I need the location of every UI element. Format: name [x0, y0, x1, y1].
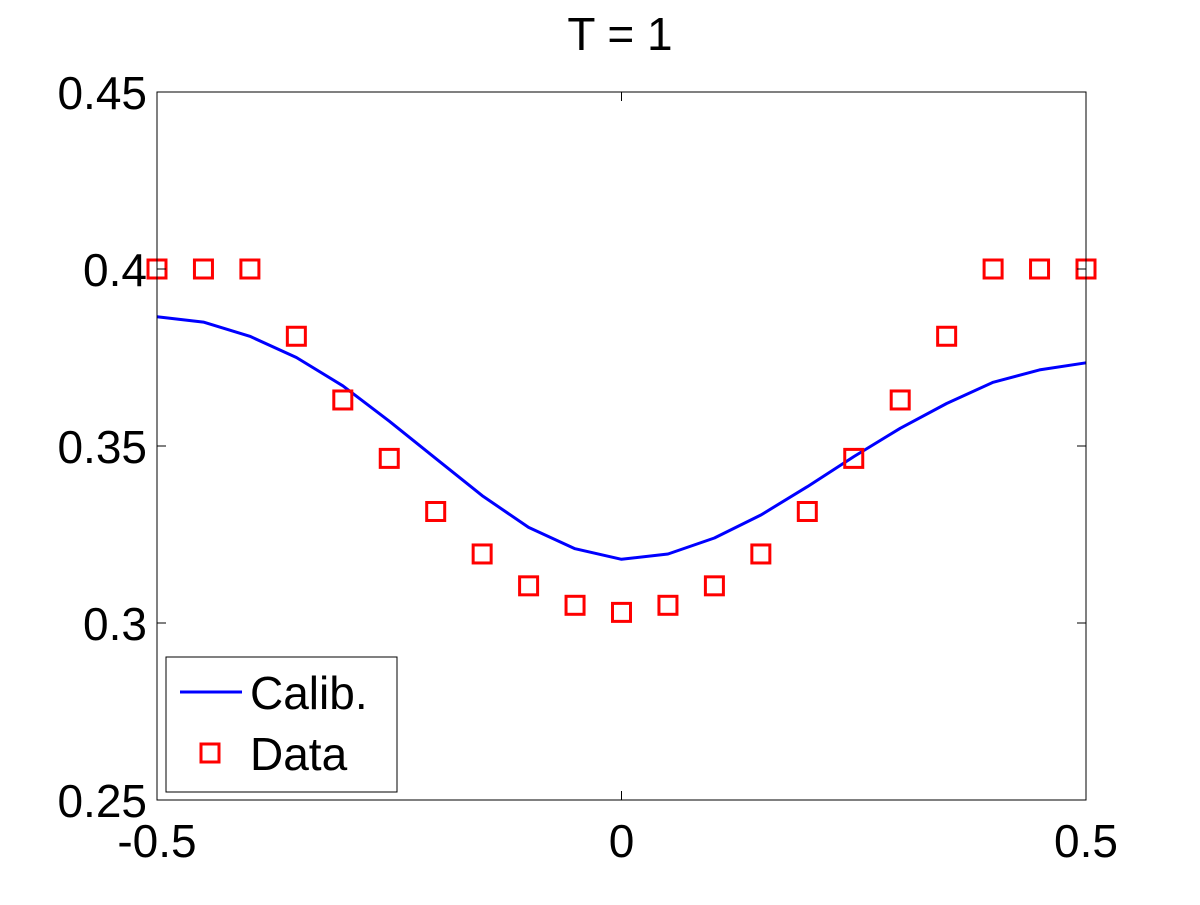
data-point-marker — [518, 575, 540, 597]
series-layer — [146, 258, 1097, 623]
data-point-marker — [796, 500, 818, 522]
data-point-marker — [657, 594, 679, 616]
legend-marker-swatch — [199, 742, 221, 764]
chart-title: T = 1 — [567, 8, 672, 60]
data-point-marker — [936, 325, 958, 347]
data-point-marker — [750, 543, 772, 565]
data-point-marker — [192, 258, 214, 280]
data-point-marker — [889, 389, 911, 411]
y-tick-label: 0.3 — [83, 598, 147, 650]
data-point-marker — [285, 325, 307, 347]
y-tick-label: 0.4 — [83, 244, 147, 296]
data-point-marker — [378, 447, 400, 469]
x-tick-label: 0 — [609, 815, 635, 867]
legend-label: Calib. — [250, 667, 368, 719]
legend-box — [165, 656, 398, 793]
data-point-marker — [1029, 258, 1051, 280]
series-line-calib — [156, 315, 1087, 561]
legend-label: Data — [250, 728, 348, 780]
x-tick-label: -0.5 — [117, 815, 196, 867]
data-point-marker — [239, 258, 261, 280]
data-point-marker — [982, 258, 1004, 280]
data-point-marker — [332, 389, 354, 411]
ticks-layer: -0.5 0 0.5 0.25 0.3 0.35 0.4 0.45 — [57, 67, 1118, 867]
data-point-marker — [425, 500, 447, 522]
legend: Calib. Data — [165, 656, 398, 793]
data-point-marker — [611, 601, 632, 623]
data-point-marker — [843, 447, 865, 469]
y-tick-label: 0.25 — [57, 775, 147, 827]
data-point-marker — [471, 543, 493, 565]
y-tick-label: 0.45 — [57, 67, 147, 119]
x-tick-label: 0.5 — [1054, 815, 1118, 867]
data-point-marker — [564, 594, 586, 616]
data-point-marker — [703, 575, 725, 597]
y-tick-label: 0.35 — [57, 421, 147, 473]
